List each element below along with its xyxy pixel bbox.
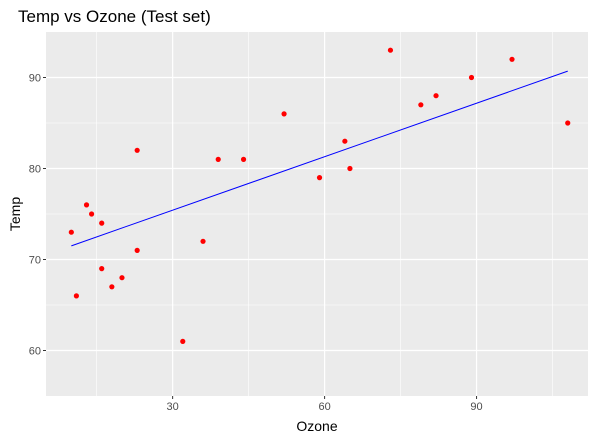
data-point <box>509 57 514 62</box>
data-point <box>347 166 352 171</box>
data-point <box>216 157 221 162</box>
y-tick-label: 60 <box>29 346 41 358</box>
data-point <box>317 175 322 180</box>
data-point <box>281 111 286 116</box>
data-point <box>418 102 423 107</box>
x-tick-label: 90 <box>470 401 482 413</box>
y-tick-label: 80 <box>29 164 41 176</box>
y-tick-label: 90 <box>29 73 41 85</box>
data-point <box>99 221 104 226</box>
x-tick-label: 60 <box>318 401 330 413</box>
x-axis-ticks: 30 60 90 <box>167 396 483 413</box>
y-axis-title: Temp <box>7 197 23 231</box>
data-point <box>84 202 89 207</box>
data-point <box>119 275 124 280</box>
data-point <box>200 239 205 244</box>
data-point <box>69 230 74 235</box>
data-point <box>241 157 246 162</box>
x-tick-label: 30 <box>167 401 179 413</box>
data-point <box>565 120 570 125</box>
data-point <box>342 139 347 144</box>
y-tick-label: 70 <box>29 255 41 267</box>
data-point <box>135 148 140 153</box>
data-point <box>388 48 393 53</box>
data-point <box>180 339 185 344</box>
data-point <box>469 75 474 80</box>
x-axis-title: Ozone <box>296 418 337 434</box>
data-point <box>74 293 79 298</box>
data-point <box>89 211 94 216</box>
data-point <box>433 93 438 98</box>
data-point <box>135 248 140 253</box>
data-point <box>109 284 114 289</box>
y-axis-ticks: 60 70 80 90 <box>29 73 46 358</box>
data-point <box>99 266 104 271</box>
